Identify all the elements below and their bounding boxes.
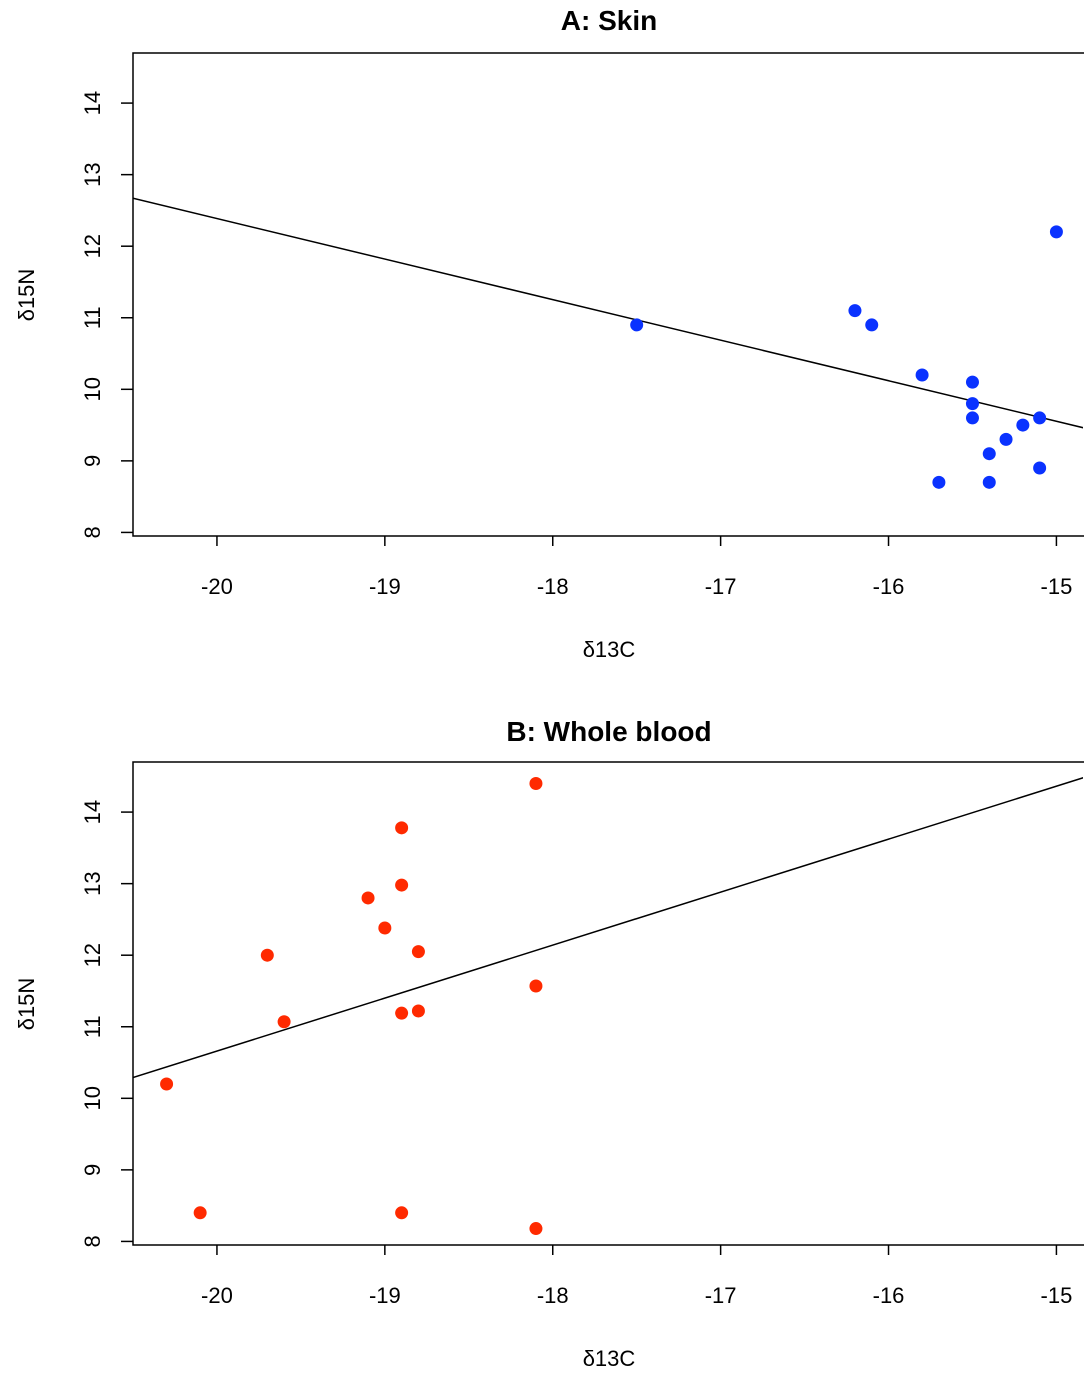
x-tick-label-b: -18	[537, 1283, 569, 1308]
x-tick-label-a: -19	[369, 574, 401, 599]
regression-line-b	[133, 777, 1083, 1079]
data-point-b	[260, 948, 274, 962]
panel-b-whole-blood: B: Whole blood δ13C δ15N -20 -19 -18 -17 -16…	[14, 716, 1084, 1371]
data-point-a	[982, 447, 996, 461]
plot-frame-b	[132, 761, 1084, 1246]
x-tick-label-b: -15	[1041, 1283, 1073, 1308]
data-point-a	[965, 397, 979, 411]
x-tick-label-a: -18	[537, 574, 569, 599]
data-point-b	[277, 1015, 291, 1029]
regression-line-a	[133, 197, 1083, 429]
y-tick-label-b: 11	[80, 1015, 105, 1038]
data-point-b	[193, 1206, 207, 1220]
data-point-a	[630, 318, 644, 332]
y-tick-label-b: 14	[80, 800, 105, 824]
y-tick-label-a: 14	[80, 91, 105, 115]
x-axis-label-b: δ13C	[583, 1346, 636, 1371]
data-point-a	[965, 375, 979, 389]
data-point-a	[1033, 411, 1047, 425]
y-tick-label-b: 9	[80, 1164, 105, 1176]
data-point-a	[1049, 225, 1063, 239]
plot-frame-a	[132, 52, 1084, 537]
data-point-a	[848, 304, 862, 318]
x-tick-label-a: -20	[201, 574, 233, 599]
y-axis-label-b: δ15N	[14, 978, 39, 1031]
chart-title-a: A: Skin	[561, 5, 657, 36]
y-tick-label-a: 13	[80, 162, 105, 186]
data-point-b	[378, 921, 392, 935]
y-tick-label-b: 12	[80, 943, 105, 967]
y-tick-label-a: 9	[80, 455, 105, 467]
data-point-b	[411, 1004, 425, 1018]
data-point-b	[395, 878, 409, 892]
data-point-a	[1033, 461, 1047, 475]
data-point-a	[999, 432, 1013, 446]
data-point-a	[1016, 418, 1030, 432]
x-axis-label-a: δ13C	[583, 637, 636, 662]
data-point-b	[411, 945, 425, 959]
y-tick-label-a: 8	[80, 526, 105, 538]
chart-title-b: B: Whole blood	[506, 716, 711, 747]
x-tick-label-a: -16	[873, 574, 905, 599]
data-point-a	[982, 475, 996, 489]
data-point-b	[395, 821, 409, 835]
data-point-b	[529, 979, 543, 993]
data-point-a	[865, 318, 879, 332]
y-tick-label-a: 10	[80, 377, 105, 401]
y-axis-label-a: δ15N	[14, 269, 39, 322]
y-tick-label-a: 11	[80, 306, 105, 329]
data-point-b	[529, 776, 543, 790]
x-tick-label-b: -17	[705, 1283, 737, 1308]
x-tick-label-b: -19	[369, 1283, 401, 1308]
data-point-b	[361, 891, 375, 905]
data-point-a	[915, 368, 929, 382]
y-tick-label-a: 12	[80, 234, 105, 258]
data-point-b	[395, 1006, 409, 1020]
x-tick-label-a: -15	[1041, 574, 1073, 599]
x-tick-label-a: -17	[705, 574, 737, 599]
y-tick-label-b: 8	[80, 1235, 105, 1247]
data-point-a	[932, 475, 946, 489]
x-tick-label-b: -16	[873, 1283, 905, 1308]
panel-a-skin: A: Skin δ13C δ15N -20 -19 -18 -17 -16 -15 8 9 10…	[14, 5, 1084, 662]
data-point-a	[965, 411, 979, 425]
x-tick-label-b: -20	[201, 1283, 233, 1308]
data-point-b	[395, 1206, 409, 1220]
data-point-b	[160, 1077, 174, 1091]
y-tick-label-b: 10	[80, 1086, 105, 1110]
data-point-b	[529, 1222, 543, 1236]
y-tick-label-b: 13	[80, 871, 105, 895]
